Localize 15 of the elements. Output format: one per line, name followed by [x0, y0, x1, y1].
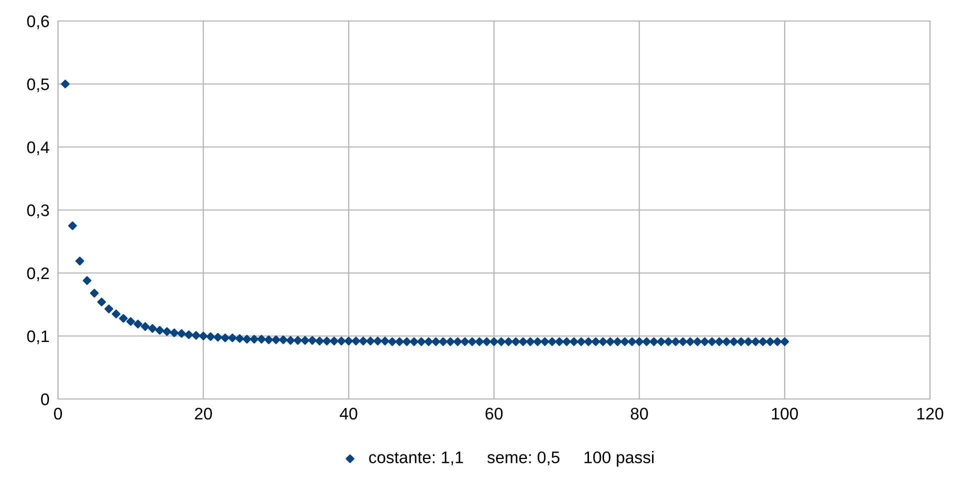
y-tick-label: 0,6: [27, 15, 49, 30]
y-tick-label: 0: [41, 393, 50, 406]
x-tick-label: 0: [54, 408, 62, 420]
x-tick-label: 60: [486, 408, 503, 420]
y-tick-label: 0,1: [27, 330, 49, 344]
x-tick-label: 80: [630, 408, 648, 420]
y-tick-label: 0,4: [27, 141, 50, 156]
y-tick-label: 0,2: [27, 267, 49, 282]
y-tick-label: 0,3: [27, 204, 49, 218]
x-tick-label: 100: [772, 408, 798, 420]
x-tick-label: 40: [340, 408, 358, 420]
x-tick-label: 120: [917, 408, 944, 420]
legend-label: costante: 1,1 seme: 0,5 100 passi: [369, 451, 654, 467]
y-tick-label: 0,5: [27, 78, 49, 92]
x-tick-label: 20: [194, 408, 212, 420]
